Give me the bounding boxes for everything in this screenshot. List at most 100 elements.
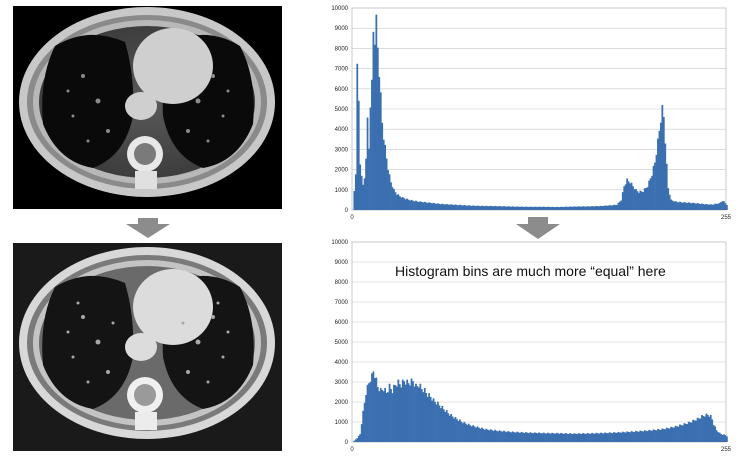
histogram-bar <box>454 204 457 210</box>
histogram-bar <box>494 205 497 210</box>
histogram-bar <box>498 430 501 442</box>
histogram-bar <box>555 432 558 442</box>
y-tick-label: 1000 <box>335 420 349 426</box>
histogram-bar <box>409 385 411 442</box>
histogram-bar <box>633 189 636 210</box>
histogram-bar <box>447 413 450 442</box>
histogram-bar <box>545 206 548 210</box>
histogram-bar <box>486 206 489 210</box>
histogram-bar <box>514 432 517 442</box>
x-tick-label-max: 255 <box>721 447 732 453</box>
y-tick-label: 6000 <box>335 87 349 93</box>
histogram-bar <box>726 205 728 210</box>
y-tick-label: 2000 <box>335 400 349 406</box>
histogram-bar <box>621 431 624 442</box>
histogram-bar <box>626 431 629 442</box>
histogram-bar <box>413 386 416 442</box>
histogram-bar <box>708 204 711 210</box>
histogram-bar <box>564 433 567 442</box>
histogram-bar <box>674 201 677 210</box>
histogram-bar <box>569 206 571 210</box>
histogram-bar <box>548 206 551 210</box>
histogram-bar <box>589 206 592 210</box>
histogram-bar <box>532 433 535 442</box>
histogram-bar <box>572 434 574 442</box>
histogram-bar <box>554 433 557 442</box>
histogram-bar <box>403 381 406 442</box>
histogram-bar <box>579 433 582 442</box>
histogram-bar <box>374 44 376 211</box>
histogram-bar <box>640 431 643 442</box>
histogram-bar <box>378 77 381 210</box>
histogram-bar <box>513 432 516 442</box>
histogram-bar <box>636 191 639 210</box>
histogram-bar <box>599 205 602 210</box>
histogram-bar <box>573 206 576 210</box>
histogram-annotation: Histogram bins are much more “equal” her… <box>395 263 666 279</box>
histogram-bar <box>423 387 426 442</box>
histogram-bar <box>469 205 472 210</box>
histogram-bar <box>464 205 467 210</box>
histogram-bar <box>529 206 532 210</box>
histogram-bar <box>354 174 357 210</box>
histogram-bar <box>636 431 639 442</box>
histogram-bar <box>544 206 546 210</box>
histogram-bar <box>413 201 416 210</box>
histogram-bar <box>613 204 615 210</box>
x-tick-label-max: 255 <box>721 215 732 221</box>
histogram-bar <box>379 92 382 210</box>
y-tick-label: 8000 <box>335 46 349 52</box>
histogram-bar <box>510 206 513 210</box>
histogram-bar <box>484 429 486 442</box>
histogram-bar <box>577 433 580 442</box>
y-tick-label: 4000 <box>335 127 349 133</box>
x-tick-label-min: 0 <box>350 215 354 221</box>
equalized-histogram: 0 1000 2000 3000 4000 5000 6000 7000 8000 9000 100… <box>310 236 734 456</box>
histogram-bar <box>357 100 360 210</box>
histogram-bar <box>532 206 535 210</box>
histogram-bar <box>576 206 579 210</box>
histogram-bar <box>679 201 681 210</box>
histogram-bar <box>607 205 609 210</box>
histogram-bar <box>376 47 379 211</box>
histogram-bar <box>605 433 608 442</box>
histogram-bar <box>632 431 634 442</box>
histogram-bar <box>613 432 615 442</box>
histogram-bar <box>460 421 463 442</box>
histogram-bar <box>698 418 700 442</box>
histogram-bar <box>360 424 363 442</box>
histogram-bar <box>412 200 414 210</box>
histogram-bar <box>422 392 425 442</box>
histogram-bar <box>616 205 618 210</box>
histogram-bar <box>354 439 357 442</box>
histogram-bar <box>596 206 599 210</box>
histogram-bar <box>648 429 651 442</box>
histogram-bar <box>520 206 523 210</box>
histogram-bar <box>724 203 727 210</box>
histogram-bar <box>696 203 699 210</box>
histogram-bar <box>715 430 718 442</box>
histogram-bar <box>664 143 667 210</box>
histogram-bar <box>574 206 577 210</box>
histogram-bar <box>479 206 482 210</box>
histogram-bar <box>538 206 541 210</box>
histogram-bar <box>557 207 560 210</box>
histogram-bar <box>407 383 410 442</box>
histogram-bar <box>723 201 725 210</box>
histogram-bar <box>529 432 532 442</box>
histogram-bar <box>696 417 699 442</box>
histogram-bar <box>470 205 473 210</box>
histogram-bar <box>630 431 633 442</box>
histogram-bar <box>360 175 363 210</box>
histogram-bar <box>382 391 385 442</box>
histogram-bar <box>469 425 472 442</box>
histogram-bar <box>450 204 453 210</box>
histogram-bar <box>721 201 724 210</box>
histogram-bar <box>723 434 725 442</box>
histogram-bar <box>629 432 631 442</box>
histogram-bar <box>616 432 618 442</box>
histogram-bar <box>440 204 442 210</box>
histogram-bar <box>665 427 668 442</box>
histogram-bar <box>366 117 369 210</box>
histogram-bar <box>569 433 571 442</box>
